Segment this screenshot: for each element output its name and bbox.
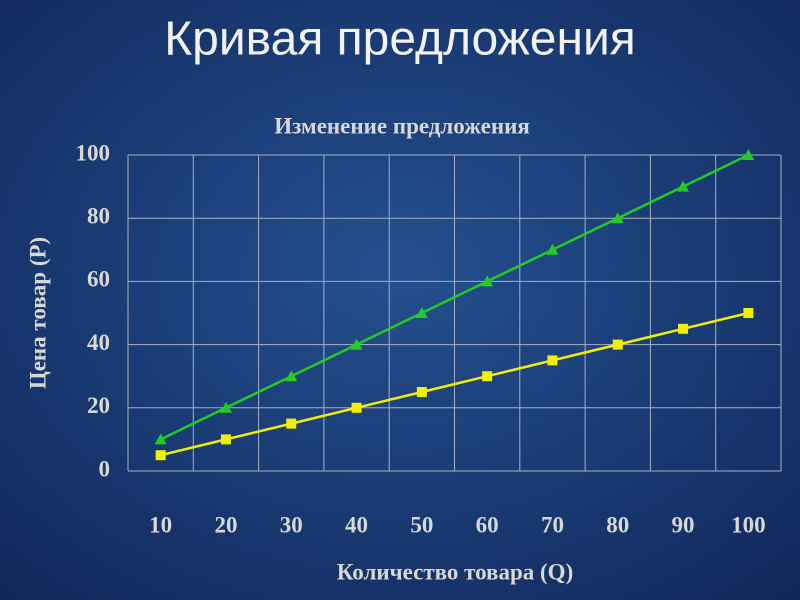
marker [285,370,298,382]
x-tick-label: 50 [410,512,433,537]
x-axis-label: Количество товара (Q) [337,559,573,584]
marker [546,243,559,255]
marker [415,307,428,318]
x-tick-label: 10 [149,512,172,537]
y-tick-label: 20 [87,393,110,418]
marker [678,323,689,334]
chart-title: Изменение предложения [274,113,530,138]
y-tick-label: 60 [87,267,110,292]
y-tick-label: 0 [99,456,111,481]
y-tick-label: 80 [87,203,110,228]
marker [612,339,623,350]
x-tick-label: 80 [606,512,629,537]
marker [155,450,166,461]
marker [547,355,558,366]
x-tick-label: 40 [345,512,368,537]
y-tick-label: 40 [87,330,110,355]
x-tick-label: 60 [476,512,499,537]
x-tick-label: 20 [214,512,237,537]
marker [350,338,363,350]
marker [286,418,297,429]
y-tick-label: 100 [76,140,111,165]
x-tick-label: 100 [731,512,766,537]
marker [482,371,493,382]
marker [220,434,231,445]
marker [743,308,754,318]
marker [219,401,232,413]
series-line [160,311,749,457]
marker [677,180,690,192]
marker [416,387,427,397]
x-tick-label: 70 [541,512,564,537]
marker [742,149,755,160]
marker [351,402,362,413]
x-tick-label: 90 [672,512,695,537]
series-line [160,153,749,441]
marker [481,275,494,287]
x-tick-label: 30 [280,512,303,537]
slide-title: Кривая предложения [164,13,636,66]
marker [611,212,624,224]
y-axis-label: Цена товар (P) [25,237,50,389]
marker [154,433,167,445]
